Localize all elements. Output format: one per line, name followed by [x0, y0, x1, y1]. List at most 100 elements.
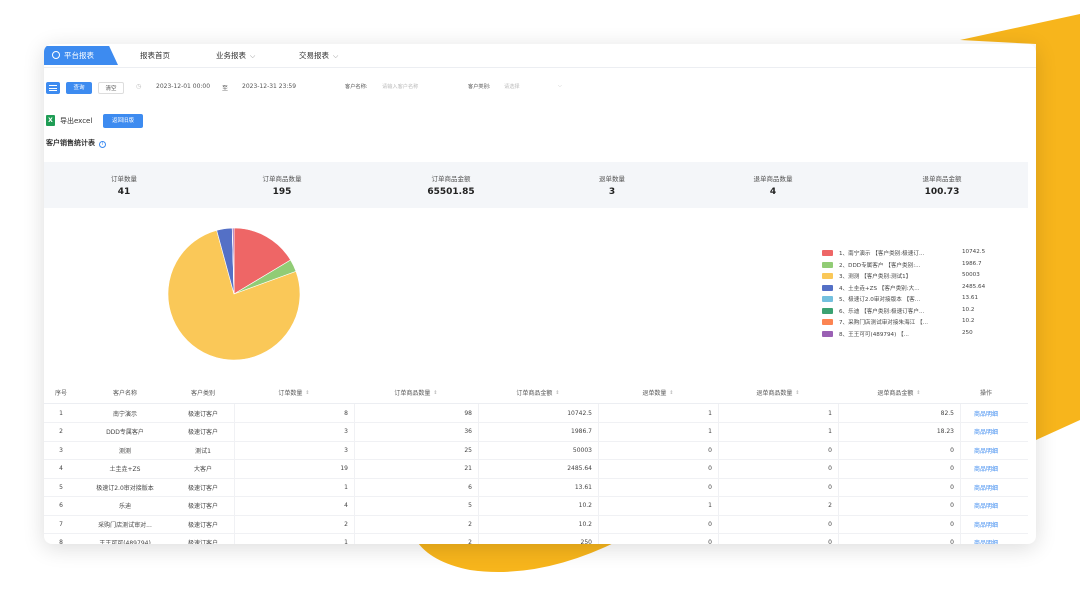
column-header: 序号 — [54, 390, 67, 397]
product-detail-link[interactable]: 商品明细 — [973, 521, 998, 529]
table-cell-returns: 1 — [708, 502, 712, 509]
table-cell-return-items: 0 — [828, 465, 832, 472]
column-divider — [960, 422, 961, 441]
table-cell-return-items: 0 — [828, 520, 832, 528]
section-title-text: 客户销售统计表 — [46, 139, 95, 147]
pie-slice-1[interactable] — [233, 227, 292, 295]
export-excel-link[interactable]: 导出excel — [60, 117, 93, 125]
sort-icon[interactable]: ⇕ — [916, 389, 921, 396]
clear-button[interactable]: 清空 — [98, 82, 124, 94]
start-date-input[interactable]: 2023-12-01 00:00 — [156, 83, 211, 90]
stat-order-amount: 订单商品金额 65501.85 — [371, 162, 531, 208]
legend-item[interactable]: 3、测测 【客户类别:测试1】 50003 — [822, 271, 1032, 281]
stat-label: 订单数量 — [111, 175, 137, 183]
table-cell-type: 极速订客户 — [187, 540, 218, 544]
column-divider — [598, 478, 599, 496]
legend-value: 2485.64 — [962, 283, 986, 290]
column-header[interactable]: 退单商品数量 ⇕ — [756, 389, 800, 398]
end-date-input[interactable]: 2023-12-31 23:59 — [242, 83, 297, 90]
query-button[interactable]: 查询 — [66, 82, 92, 94]
stat-return-item-count: 退单商品数量 4 — [693, 162, 853, 208]
legend-swatch — [822, 261, 833, 268]
column-divider — [354, 422, 355, 441]
column-divider — [838, 441, 839, 459]
back-to-old-version-button[interactable]: 返回旧版 — [103, 114, 143, 128]
customer-name-label: 客户名称: — [345, 84, 368, 90]
column-divider — [838, 404, 839, 422]
table-cell-order-items: 5 — [468, 502, 472, 509]
legend-item[interactable]: 6、乐迪 【客户类别:极速订客户... 10.2 — [822, 306, 1032, 316]
table-cell-return-items: 1 — [828, 428, 832, 435]
table-cell-no: 4 — [59, 465, 63, 472]
menu-toggle-button[interactable] — [46, 82, 60, 94]
sort-icon[interactable]: ⇕ — [433, 389, 438, 396]
legend-swatch — [822, 307, 833, 314]
table-cell-returns: 1 — [708, 409, 712, 417]
table-cell-type: 大客户 — [193, 466, 212, 473]
table-row: 3 测测 测试1 3 25 50003 0 0 0 商品明细 — [44, 441, 1028, 460]
nav-item-business-report[interactable]: 业务报表 ⌵ — [216, 44, 255, 68]
table-cell-order-amount: 10742.5 — [567, 409, 592, 417]
pie-slice-8[interactable] — [232, 227, 235, 295]
legend-value: 13.61 — [962, 295, 979, 301]
nav-item-trade-report[interactable]: 交易报表 ⌵ — [299, 44, 338, 68]
column-header[interactable]: 退单数量 ⇕ — [642, 389, 674, 398]
legend-item[interactable]: 4、土圭垚+ZS 【客户类别:大... 2485.64 — [822, 283, 1032, 293]
legend-label: 3、测测 【客户类别:测试1】 — [839, 274, 912, 280]
table-cell-no: 7 — [59, 520, 63, 528]
legend-label: 5、极速订2.0审对接版本 【客... — [839, 297, 921, 303]
table-row: 8 王王可可(489794) 极速订客户 1 2 250 0 0 0 商品明细 — [44, 533, 1028, 544]
product-detail-link[interactable]: 商品明细 — [973, 466, 998, 473]
column-divider — [960, 459, 961, 478]
product-detail-link[interactable]: 商品明细 — [973, 410, 998, 418]
table-cell-return-amount: 0 — [950, 446, 954, 454]
calendar-icon: ◷ — [136, 83, 142, 90]
customer-type-select[interactable]: 请选择 — [504, 84, 520, 90]
tab-platform-report[interactable]: 平台报表 — [44, 46, 118, 65]
clock-icon — [52, 51, 60, 59]
info-icon[interactable]: i — [99, 141, 106, 148]
product-detail-link[interactable]: 商品明细 — [973, 429, 998, 436]
sort-icon[interactable]: ⇕ — [795, 389, 800, 396]
column-divider — [838, 533, 839, 544]
legend-item[interactable]: 1、南宁演示 【客户类别:极速订... 10742.5 — [822, 248, 1032, 258]
column-divider — [598, 515, 599, 533]
legend-swatch — [822, 284, 833, 291]
legend-item[interactable]: 5、极速订2.0审对接版本 【客... 13.61 — [822, 294, 1032, 304]
column-divider — [838, 422, 839, 441]
table-cell-order-amount: 250 — [580, 539, 592, 544]
table-cell-order-items: 25 — [464, 446, 472, 454]
stat-return-amount: 退单商品金额 100.73 — [862, 162, 1022, 208]
table-cell-name: 采购门店测试审对... — [98, 521, 152, 529]
customer-name-input[interactable]: 请输入客户名称 — [382, 84, 419, 90]
stat-label: 订单商品金额 — [431, 175, 471, 183]
table-cell-order-items: 21 — [464, 465, 472, 472]
product-detail-link[interactable]: 商品明细 — [973, 447, 998, 455]
column-divider — [960, 441, 961, 459]
sort-icon[interactable]: ⇕ — [305, 389, 310, 396]
column-header[interactable]: 订单商品金额 ⇕ — [516, 389, 560, 398]
product-detail-link[interactable]: 商品明细 — [973, 503, 998, 510]
column-divider — [598, 533, 599, 544]
product-detail-link[interactable]: 商品明细 — [973, 484, 998, 492]
column-header[interactable]: 订单商品数量 ⇕ — [394, 389, 438, 398]
chevron-down-icon: ⌵ — [333, 52, 339, 60]
column-divider — [718, 459, 719, 478]
stat-value: 41 — [117, 187, 131, 197]
table-cell-returns: 1 — [708, 428, 712, 435]
legend-item[interactable]: 8、王王可可(489794) 【... 250 — [822, 329, 1032, 339]
product-detail-link[interactable]: 商品明细 — [973, 540, 998, 544]
stat-value: 65501.85 — [427, 187, 475, 197]
sort-icon[interactable]: ⇕ — [555, 389, 560, 396]
legend-item[interactable]: 2、DDD专属客户 【客户类别:... 1986.7 — [822, 260, 1032, 270]
table-cell-return-amount: 0 — [950, 520, 954, 528]
column-header[interactable]: 订单数量 ⇕ — [278, 389, 310, 398]
table-row: 7 采购门店测试审对... 极速订客户 2 2 10.2 0 0 0 商品明细 — [44, 515, 1028, 534]
table-cell-orders: 3 — [344, 446, 348, 454]
pie-slice-3[interactable] — [167, 229, 301, 361]
column-header[interactable]: 退单商品金额 ⇕ — [877, 389, 921, 398]
legend-label: 4、土圭垚+ZS 【客户类别:大... — [839, 285, 920, 292]
legend-item[interactable]: 7、采购门店测试审对接朱海江 【... 10.2 — [822, 317, 1032, 327]
sort-icon[interactable]: ⇕ — [669, 389, 674, 396]
nav-item-report-home[interactable]: 报表首页 — [140, 44, 170, 68]
